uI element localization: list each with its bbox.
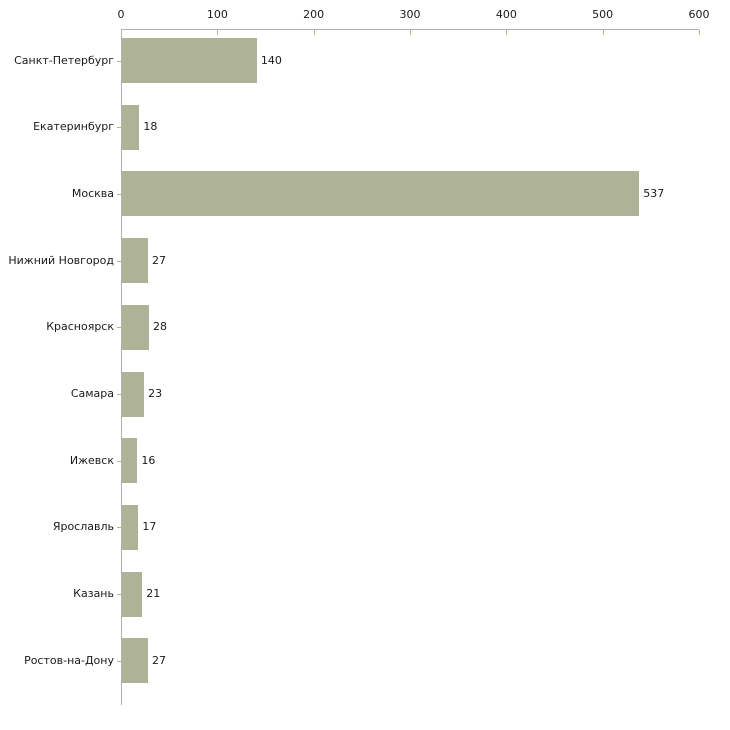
category-label-text: Санкт-Петербург bbox=[14, 53, 114, 67]
x-axis-tick-label: 200 bbox=[303, 8, 325, 21]
category-label: Ростов-на-Дону bbox=[0, 653, 114, 667]
bar[interactable] bbox=[122, 304, 149, 350]
category-label: Санкт-Петербург bbox=[0, 53, 114, 67]
x-axis-tick bbox=[506, 30, 508, 35]
category-label-text: Нижний Новгород bbox=[8, 253, 114, 267]
y-axis-tick bbox=[117, 527, 122, 528]
bar[interactable] bbox=[122, 171, 640, 217]
category-label-text: Ижевск bbox=[69, 453, 114, 467]
x-axis-tick bbox=[699, 30, 700, 35]
value-label: 16 bbox=[141, 453, 156, 467]
value-label: 21 bbox=[146, 587, 161, 601]
value-label: 140 bbox=[260, 53, 282, 67]
value-label: 17 bbox=[142, 520, 157, 534]
value-label: 27 bbox=[152, 253, 166, 267]
x-axis-tick-label: 400 bbox=[495, 8, 517, 21]
category-label-text: Ярославль bbox=[52, 520, 114, 534]
category-label-text: Москва bbox=[71, 186, 114, 200]
x-axis-tick bbox=[602, 30, 604, 35]
x-axis-tick-label: 500 bbox=[592, 8, 614, 21]
bar[interactable] bbox=[122, 371, 145, 417]
value-label: 537 bbox=[643, 186, 665, 200]
x-axis-tick-label: 100 bbox=[206, 8, 228, 21]
category-label: Нижний Новгород bbox=[0, 253, 114, 267]
category-label: Красноярск bbox=[0, 321, 114, 333]
y-axis-tick bbox=[117, 261, 122, 262]
x-axis-tick-label: 600 bbox=[688, 8, 710, 21]
category-label: Москва bbox=[0, 186, 114, 200]
category-label-text: Казань bbox=[73, 587, 114, 601]
value-label: 28 bbox=[152, 320, 167, 334]
y-axis-tick bbox=[117, 127, 122, 128]
category-label-text: Красноярск bbox=[46, 320, 114, 334]
x-axis-tick bbox=[313, 30, 315, 35]
y-axis-tick bbox=[117, 461, 122, 462]
category-label: Екатеринбург bbox=[0, 121, 114, 133]
value-label: 27 bbox=[152, 653, 166, 667]
y-axis-tick bbox=[117, 327, 122, 328]
bar[interactable] bbox=[122, 504, 139, 550]
y-axis-tick bbox=[117, 594, 122, 595]
y-axis-tick bbox=[117, 394, 122, 395]
category-label: Казань bbox=[0, 588, 114, 600]
y-axis-line bbox=[121, 29, 122, 705]
x-axis-line bbox=[121, 29, 699, 30]
bar[interactable] bbox=[122, 238, 148, 284]
category-label: Ижевск bbox=[0, 453, 114, 467]
category-label-text: Екатеринбург bbox=[33, 120, 114, 134]
y-axis-tick bbox=[117, 61, 122, 62]
bar[interactable] bbox=[122, 438, 138, 484]
x-axis-tick-label: 0 bbox=[117, 8, 125, 21]
y-axis-tick bbox=[117, 194, 122, 195]
x-axis-tick bbox=[410, 30, 411, 35]
category-label-text: Ростов-на-Дону bbox=[24, 653, 114, 667]
y-axis-tick bbox=[117, 661, 122, 662]
bar[interactable] bbox=[122, 638, 148, 684]
category-label: Самара bbox=[0, 388, 114, 400]
x-axis-tick-label: 300 bbox=[399, 8, 421, 21]
bar[interactable] bbox=[122, 38, 257, 83]
x-axis-tick bbox=[121, 30, 122, 35]
x-axis-tick bbox=[217, 30, 219, 35]
category-label-text: Самара bbox=[70, 387, 114, 400]
category-label: Ярославль bbox=[0, 521, 114, 533]
bar[interactable] bbox=[122, 571, 143, 617]
value-label: 23 bbox=[148, 387, 163, 400]
bar[interactable] bbox=[122, 104, 140, 150]
value-label: 18 bbox=[143, 120, 158, 134]
